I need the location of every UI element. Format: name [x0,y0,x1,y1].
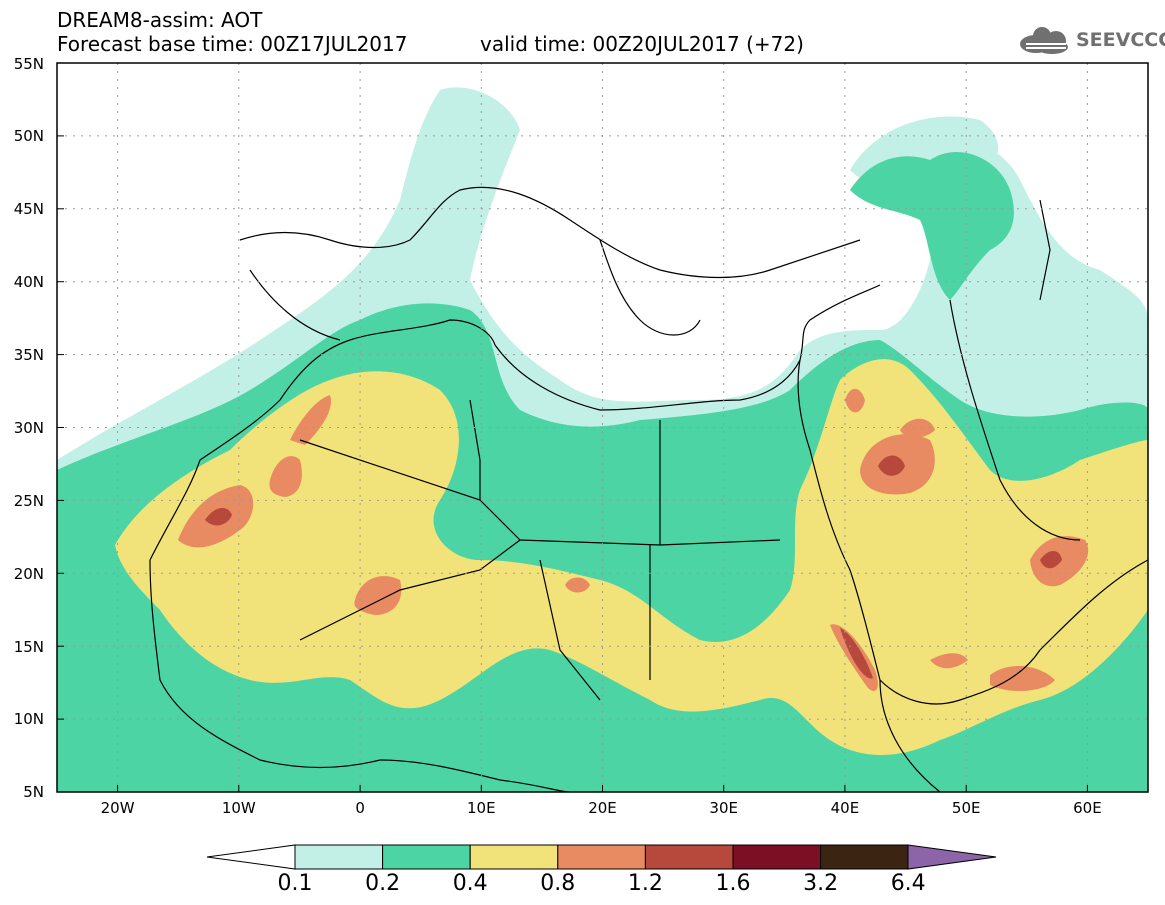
map-title: DREAM8-assim: AOT [57,8,263,32]
colorbar-bin-4 [644,844,734,870]
colorbar-bin-0 [294,844,384,870]
coastlines [149,186,1148,792]
lat-label: 50N [13,127,44,145]
lon-label: 30E [709,799,738,817]
forecast-base-time: Forecast base time: 00Z17JUL2017 [57,32,408,56]
lat-label: 20N [13,565,44,583]
lon-label: 0 [355,799,365,817]
colorbar-label: 0.4 [452,871,488,896]
colorbar-label: 6.4 [890,871,926,896]
lat-label: 45N [13,200,44,218]
lat-label: 5N [23,783,44,801]
valid-time: valid time: 00Z20JUL2017 (+72) [480,32,804,56]
colorbar-bin-1 [382,844,471,870]
logo-text: SEEVCCC [1076,29,1165,51]
colorbar-label: 0.8 [540,871,576,896]
lat-label: 25N [13,492,44,510]
colorbar-left-arrow [206,844,296,870]
colorbar-bin-2 [469,844,559,870]
lat-label: 30N [13,419,44,437]
cloud-logo-icon [1020,27,1068,54]
lat-lon-grid [57,63,1148,792]
colorbar [206,844,997,870]
colorbar-label: 1.2 [627,871,663,896]
lat-label: 10N [13,710,44,728]
lat-label: 35N [13,346,44,364]
colorbar-label: 3.2 [803,871,839,896]
lon-label: 40E [830,799,860,817]
lon-label: 20E [588,799,617,817]
lon-label: 60E [1073,799,1102,817]
lat-label: 15N [13,638,44,656]
lon-label: 10E [467,799,496,817]
colorbar-label: 0.1 [277,871,313,896]
colorbar-bin-5 [732,844,822,870]
colorbar-bin-3 [557,844,646,870]
axis-ticks [57,62,1088,792]
lon-label: 50E [951,799,981,817]
colorbar-right-arrow [907,844,997,870]
lat-label: 55N [13,55,44,73]
lat-label: 40N [13,273,44,291]
lon-label: 20W [100,799,135,817]
colorbar-label: 1.6 [715,871,751,896]
lon-label: 10W [221,799,256,817]
colorbar-bin-6 [820,844,909,870]
aot-field-1.2 [205,455,1062,679]
colorbar-label: 0.2 [365,871,401,896]
